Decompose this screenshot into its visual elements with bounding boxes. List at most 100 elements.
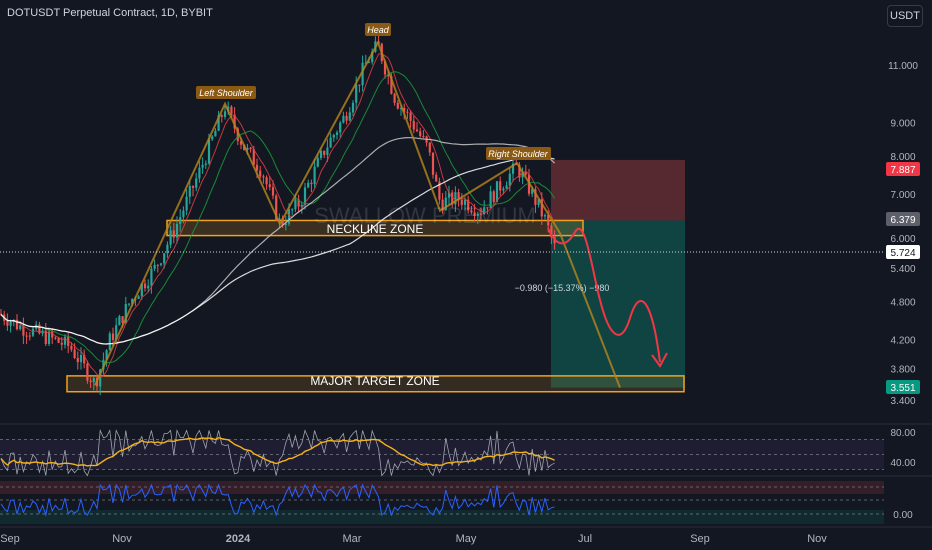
- symbol-title: DOTUSDT Perpetual Contract, 1D, BYBIT: [7, 7, 213, 19]
- candle: [201, 157, 204, 174]
- candle: [438, 177, 441, 205]
- candle: [89, 377, 92, 389]
- osc-lower-band: [0, 510, 884, 524]
- candle: [268, 176, 271, 191]
- osc-axis-label: 0.00: [893, 510, 913, 521]
- svg-text:6.379: 6.379: [890, 215, 915, 226]
- candle: [169, 225, 172, 249]
- candle: [428, 142, 431, 156]
- candle: [262, 174, 265, 184]
- oscillator-line: [0, 483, 555, 517]
- candle: [476, 211, 479, 225]
- candle: [166, 241, 169, 258]
- price-axis-label: 6.000: [890, 234, 915, 245]
- candle: [291, 208, 294, 216]
- candle: [460, 193, 463, 210]
- rsi-axis-label: 80.00: [890, 428, 915, 439]
- svg-text:7.887: 7.887: [890, 165, 915, 176]
- currency-button[interactable]: USDT: [887, 5, 923, 27]
- candle: [543, 213, 547, 220]
- candle: [348, 107, 351, 122]
- candle: [147, 279, 150, 293]
- current-price-badge: 5.724: [886, 245, 920, 259]
- candle: [521, 167, 524, 185]
- candle: [92, 375, 95, 391]
- svg-text:Right Shoulder: Right Shoulder: [488, 149, 549, 159]
- candle: [204, 160, 207, 169]
- entry-price-badge: 6.379: [886, 212, 920, 226]
- rsi-ma-line: [0, 436, 555, 467]
- price-axis-label: 5.400: [890, 264, 915, 275]
- svg-text:3.551: 3.551: [890, 383, 915, 394]
- candle: [499, 176, 502, 196]
- price-axis-label: 8.000: [890, 152, 915, 163]
- candle: [188, 180, 191, 204]
- candle: [316, 154, 319, 168]
- candle: [102, 352, 105, 375]
- candle: [156, 264, 159, 273]
- candle: [198, 161, 201, 183]
- price-axis-label: 4.200: [890, 336, 915, 347]
- candle: [326, 139, 329, 163]
- price-axis-label: 11.000: [888, 61, 918, 72]
- rsi-axis-label: 40.00: [890, 458, 915, 469]
- candle: [118, 314, 121, 326]
- stop-loss-zone: [551, 159, 685, 221]
- price-axis-label: 3.400: [890, 396, 915, 407]
- target-price-badge: 3.551: [886, 380, 920, 394]
- candle: [150, 265, 153, 294]
- candle: [335, 130, 339, 140]
- projection-arrow: [547, 227, 661, 363]
- candle: [415, 122, 419, 133]
- candle: [233, 107, 236, 134]
- candle: [534, 186, 537, 213]
- candle: [63, 334, 67, 349]
- candle: [492, 189, 495, 205]
- candle: [303, 182, 307, 210]
- candle: [323, 150, 326, 158]
- candle: [25, 331, 28, 344]
- candle: [419, 127, 422, 138]
- left-shoulder-label: Left Shoulder: [196, 86, 256, 99]
- projection-arrow-head: [651, 352, 668, 368]
- candle: [175, 216, 179, 244]
- candle: [310, 179, 313, 193]
- time-axis-label: Mar: [343, 533, 362, 545]
- candle: [447, 185, 451, 206]
- candle: [195, 172, 198, 192]
- time-axis-label: May: [456, 533, 477, 545]
- candle: [70, 342, 73, 352]
- candle: [211, 134, 214, 142]
- candle: [214, 128, 217, 137]
- neckline-zone-label: NECKLINE ZONE: [327, 222, 424, 236]
- right-shoulder-label: Right Shoulder: [486, 147, 551, 160]
- candle: [393, 92, 396, 106]
- candle: [217, 110, 220, 132]
- candle: [364, 54, 367, 64]
- candle: [143, 279, 147, 292]
- candle: [22, 317, 25, 345]
- candle: [271, 180, 275, 200]
- candle: [83, 349, 86, 369]
- candle: [86, 360, 89, 384]
- major-target-zone[interactable]: [66, 375, 685, 393]
- candle: [108, 331, 111, 351]
- target-zone-label: MAJOR TARGET ZONE: [310, 374, 439, 388]
- candle: [345, 111, 348, 125]
- candle: [342, 111, 345, 124]
- candle: [351, 100, 355, 117]
- head-and-shoulders-pattern[interactable]: [94, 40, 621, 389]
- candle: [259, 166, 262, 179]
- candle: [435, 172, 438, 182]
- candle: [329, 133, 332, 148]
- stop-price-badge: 7.887: [886, 162, 920, 176]
- candle: [249, 146, 252, 153]
- candle: [313, 158, 316, 188]
- candle: [431, 152, 435, 179]
- candle: [339, 120, 342, 138]
- osc-upper-band: [0, 481, 884, 494]
- ma-long-line: [0, 156, 555, 345]
- measure-label: −0.980 (−15.37%) −980: [515, 283, 610, 293]
- candle: [137, 294, 140, 300]
